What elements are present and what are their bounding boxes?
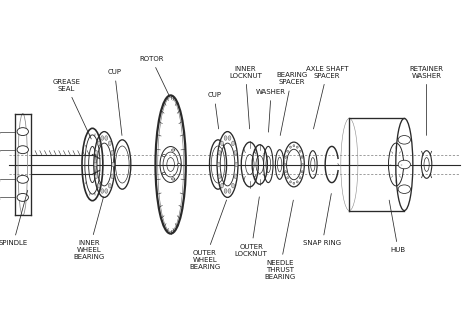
Text: OUTER
LOCKNUT: OUTER LOCKNUT [235,197,268,257]
Circle shape [17,146,28,154]
Text: AXLE SHAFT
SPACER: AXLE SHAFT SPACER [306,66,348,129]
Text: BEARING
SPACER: BEARING SPACER [276,72,307,136]
Text: ROTOR: ROTOR [139,56,169,96]
Ellipse shape [220,141,223,145]
Ellipse shape [105,189,108,193]
Text: NEEDLE
THRUST
BEARING: NEEDLE THRUST BEARING [264,200,295,280]
Ellipse shape [285,156,287,159]
Ellipse shape [105,136,108,140]
Ellipse shape [296,146,298,148]
Ellipse shape [109,184,111,188]
Ellipse shape [218,150,221,155]
Text: SPINDLE: SPINDLE [0,190,28,246]
Text: INNER
LOCKNUT: INNER LOCKNUT [229,66,262,129]
Ellipse shape [235,162,238,167]
Text: OUTER
WHEEL
BEARING: OUTER WHEEL BEARING [189,200,227,270]
Ellipse shape [94,162,97,167]
Ellipse shape [293,182,295,185]
Ellipse shape [287,177,289,179]
Ellipse shape [228,136,231,140]
Ellipse shape [234,174,237,179]
Ellipse shape [112,162,115,167]
Circle shape [172,149,175,151]
Ellipse shape [232,141,235,145]
Ellipse shape [111,150,114,155]
Ellipse shape [97,184,100,188]
Ellipse shape [299,150,301,152]
Ellipse shape [109,141,111,145]
Ellipse shape [285,170,287,173]
Text: INNER
WHEEL
BEARING: INNER WHEEL BEARING [73,197,105,260]
Ellipse shape [284,164,286,165]
Circle shape [398,136,410,144]
Ellipse shape [301,156,303,159]
Ellipse shape [95,174,98,179]
Circle shape [398,160,410,169]
Ellipse shape [290,181,292,183]
Text: RETAINER
WASHER: RETAINER WASHER [410,66,444,136]
Text: GREASE
SEAL: GREASE SEAL [52,79,91,139]
Ellipse shape [224,189,227,193]
Ellipse shape [217,162,220,167]
Circle shape [17,175,28,183]
Ellipse shape [301,170,303,173]
Text: WASHER: WASHER [256,89,286,132]
Ellipse shape [293,144,295,147]
Ellipse shape [101,189,104,193]
Ellipse shape [296,181,298,183]
Ellipse shape [97,141,100,145]
Circle shape [162,154,165,157]
Text: HUB: HUB [389,200,406,253]
Circle shape [17,193,28,201]
Circle shape [398,185,410,193]
Ellipse shape [220,184,223,188]
Text: CUP: CUP [207,92,221,129]
Ellipse shape [95,150,98,155]
Ellipse shape [234,150,237,155]
Circle shape [162,172,165,175]
Ellipse shape [232,184,235,188]
Circle shape [177,164,181,165]
Ellipse shape [224,136,227,140]
Ellipse shape [228,189,231,193]
Ellipse shape [290,146,292,148]
Ellipse shape [101,136,104,140]
Ellipse shape [302,164,304,165]
Circle shape [17,128,28,136]
Circle shape [172,178,175,180]
Text: SNAP RING: SNAP RING [303,193,341,246]
Ellipse shape [299,177,301,179]
Text: CUP: CUP [108,69,122,136]
Ellipse shape [111,174,114,179]
Ellipse shape [218,174,221,179]
Ellipse shape [287,150,289,152]
